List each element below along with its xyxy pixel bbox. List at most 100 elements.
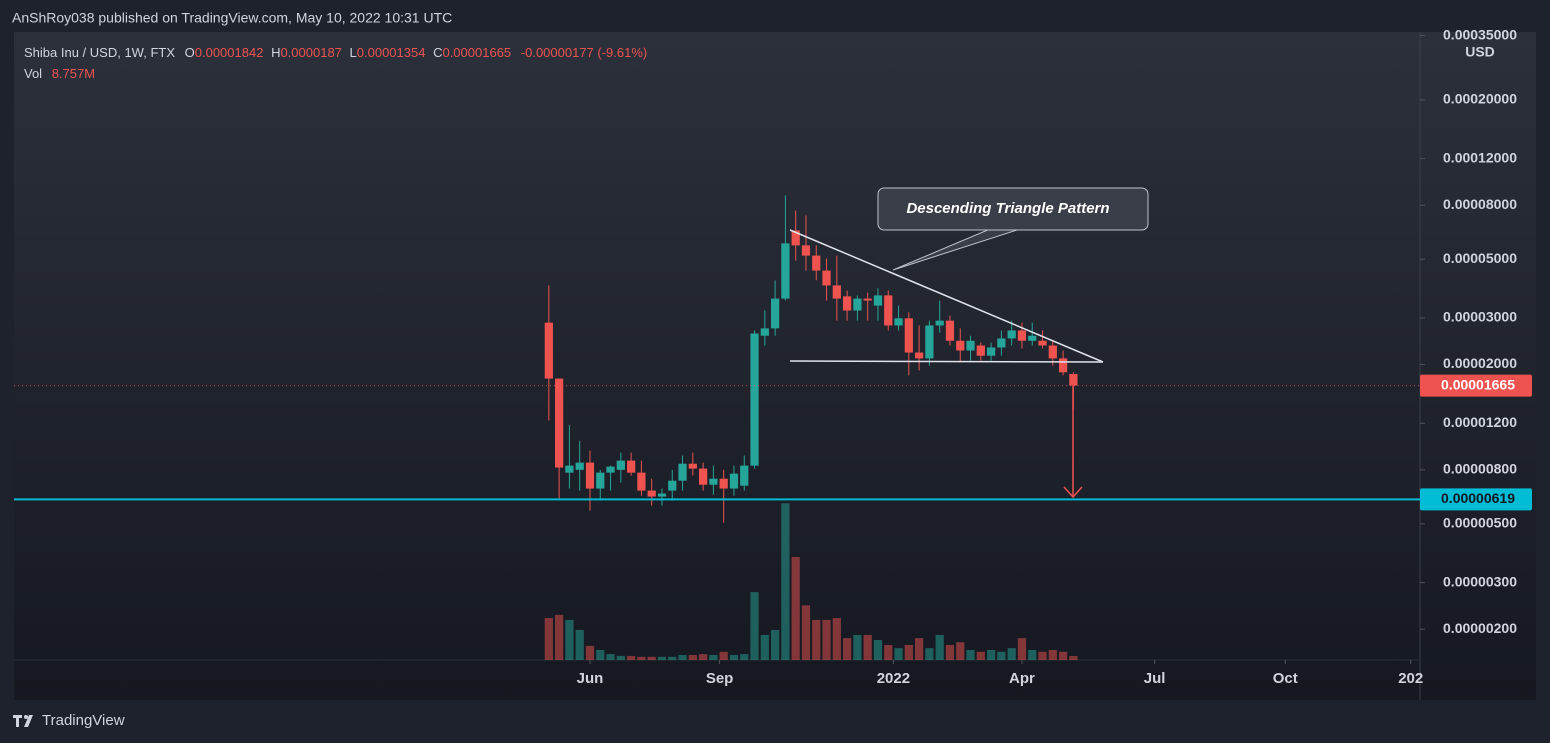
candle-body <box>914 352 924 359</box>
volume-bar <box>1069 656 1078 660</box>
candle-body <box>976 345 985 356</box>
candle-body <box>575 462 584 470</box>
volume-bar <box>925 648 934 660</box>
candle-body <box>627 460 636 473</box>
candle-body <box>801 245 811 256</box>
volume-bar <box>699 654 708 660</box>
y-tick-label: 0.00005000 <box>1443 250 1517 266</box>
volume-bar <box>863 634 872 660</box>
x-tick-label: 202 <box>1398 670 1423 687</box>
support-label: 0.00000619 <box>1441 490 1515 506</box>
volume-bar <box>1058 651 1068 660</box>
candle-body <box>760 328 769 336</box>
volume-bar <box>555 614 564 660</box>
candle-body <box>637 472 646 491</box>
y-tick-label: 0.00002000 <box>1443 355 1517 371</box>
volume-bar <box>945 644 955 660</box>
candle-body <box>945 320 955 341</box>
y-tick-label: 0.00020000 <box>1443 91 1517 107</box>
symbol: Shiba Inu / USD, 1W, FTX <box>24 45 175 60</box>
volume-bar <box>801 605 811 660</box>
x-tick-label: Sep <box>706 670 734 687</box>
candle-body <box>740 465 749 486</box>
candle-body <box>904 318 913 353</box>
candle-body <box>781 243 790 299</box>
volume-bar <box>657 656 667 660</box>
volume-bar <box>966 649 975 660</box>
volume-bar <box>894 648 903 660</box>
volume-bar <box>976 651 985 660</box>
candle-body <box>555 378 564 468</box>
candle-body <box>1058 358 1068 373</box>
volume-bar <box>1007 648 1016 660</box>
volume-bar <box>596 649 605 660</box>
candle-body <box>894 318 903 326</box>
candle-body <box>668 480 677 491</box>
ohlc-value: 0.0000187 <box>280 45 341 60</box>
candle-body <box>853 298 862 311</box>
volume-bar <box>585 645 595 660</box>
candle-body <box>770 298 780 329</box>
candle-body <box>832 285 841 299</box>
y-tick-label: 0.00003000 <box>1443 309 1517 325</box>
candle-body <box>925 325 934 359</box>
volume-name: Vol <box>24 66 42 81</box>
volume-bar <box>544 618 553 660</box>
y-tick-label: 0.00000800 <box>1443 461 1517 477</box>
candle-body <box>657 493 667 497</box>
volume-bar <box>647 656 656 660</box>
candle-body <box>1017 330 1027 341</box>
logo-part <box>24 715 28 719</box>
volume-bar <box>688 654 697 660</box>
volume-bar <box>575 629 584 660</box>
candle-body <box>565 465 574 473</box>
ohlc-value: 0.00001665 <box>442 45 511 60</box>
legend: Shiba Inu / USD, 1W, FTX O0.00001842 H0.… <box>24 45 647 60</box>
volume-bar <box>832 618 841 660</box>
candle-body <box>544 322 553 379</box>
candle-body <box>596 472 605 489</box>
ohlc-key: C <box>433 45 442 60</box>
x-tick-label: Jul <box>1144 670 1166 687</box>
candle-body <box>997 338 1006 348</box>
volume-bar <box>627 655 636 660</box>
candle-body <box>1028 335 1037 341</box>
candle-body <box>863 298 872 301</box>
candle-body <box>699 468 708 485</box>
volume-bar <box>1048 649 1057 660</box>
y-tick-label: 0.00000200 <box>1443 620 1517 636</box>
candle-body <box>1069 374 1078 386</box>
ohlc-value: 0.00001354 <box>357 45 426 60</box>
volume-bar <box>709 654 718 660</box>
y-tick-label: 0.00000300 <box>1443 573 1517 589</box>
ohlc-value: 0.00001842 <box>195 45 264 60</box>
candle-body <box>606 466 615 473</box>
candle-body <box>935 320 944 326</box>
candle-body <box>842 296 852 311</box>
arrow-head <box>1063 486 1083 499</box>
volume-bar <box>729 654 739 660</box>
candle-body <box>709 478 718 485</box>
candle-body <box>966 340 975 351</box>
volume-bar <box>997 651 1006 660</box>
ohlc-key: O <box>185 45 195 60</box>
trendline <box>789 360 1104 363</box>
volume-bar <box>750 592 759 660</box>
volume-bar <box>986 649 996 660</box>
volume-bar <box>616 655 625 660</box>
candle-body <box>678 463 687 481</box>
candle-body <box>812 255 821 271</box>
chart-area <box>14 32 1536 700</box>
x-tick-label: 2022 <box>877 670 910 687</box>
volume-bar <box>904 644 913 660</box>
volume-bar <box>740 654 749 660</box>
callout <box>877 187 1149 231</box>
candle-body <box>822 270 831 286</box>
volume-bar <box>873 639 883 660</box>
change: -0.00000177 (-9.61%) <box>521 45 647 60</box>
candle-body <box>1038 340 1047 346</box>
candle-body <box>688 463 697 469</box>
last-price-label: 0.00001665 <box>1441 376 1515 392</box>
logo-part <box>16 715 19 727</box>
